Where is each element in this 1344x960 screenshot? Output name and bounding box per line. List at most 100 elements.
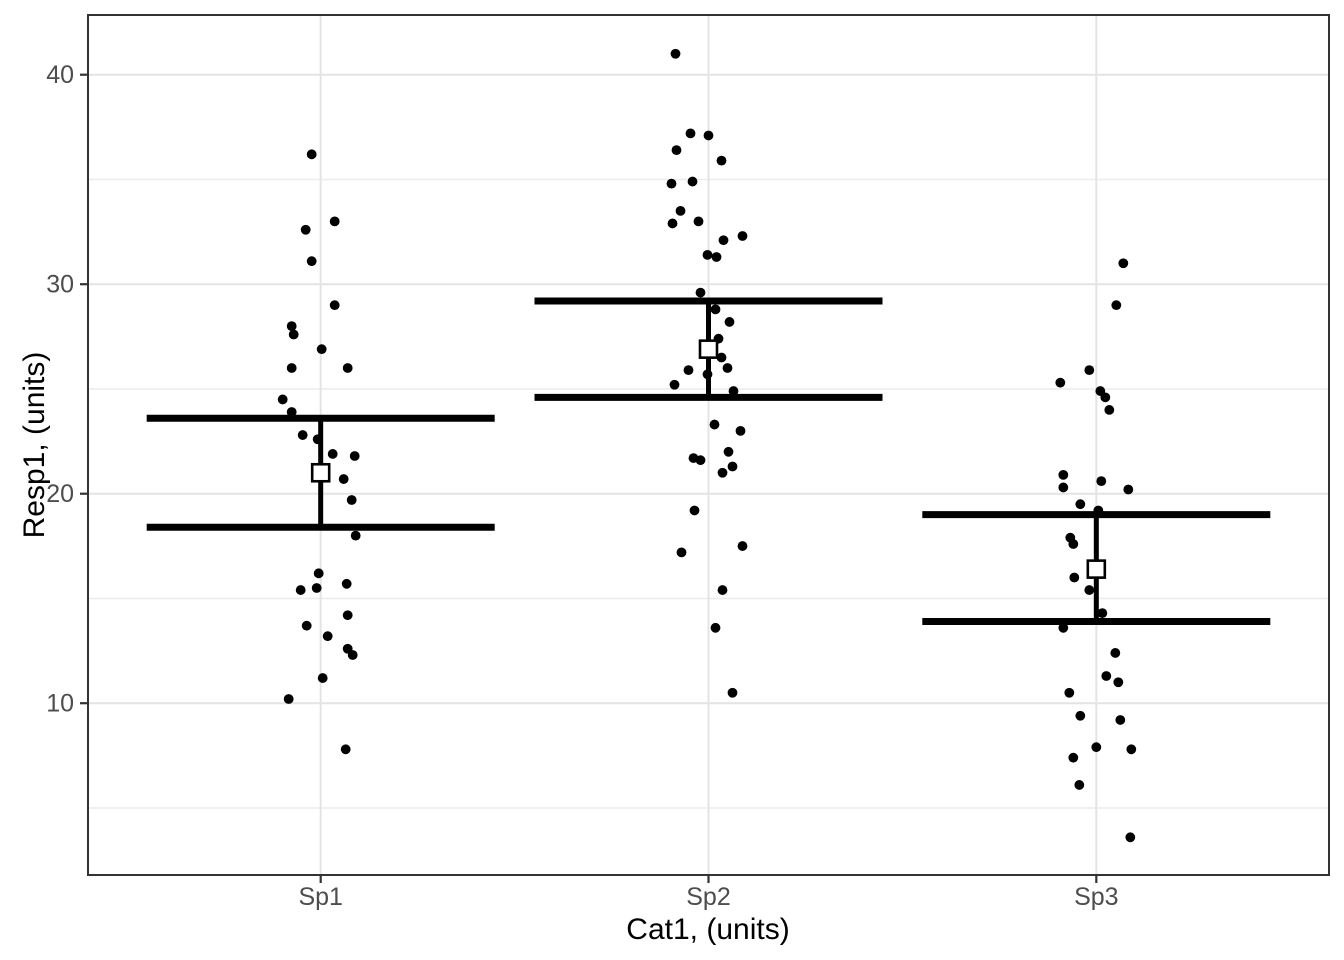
jitter-point — [277, 394, 288, 405]
jitter-point — [695, 455, 706, 466]
jitter-point — [716, 352, 727, 363]
y-tick-label: 10 — [46, 690, 74, 718]
jitter-point — [288, 329, 299, 340]
jitter-point — [722, 363, 733, 373]
jitter-point — [342, 610, 353, 621]
jitter-point — [716, 155, 727, 166]
mean-square — [698, 339, 719, 359]
jitter-point — [342, 363, 353, 373]
jitter-point — [710, 304, 721, 315]
jitter-point — [317, 673, 328, 683]
jitter-point — [327, 449, 338, 459]
jitter-point — [1084, 365, 1095, 376]
jitter-point — [735, 425, 746, 436]
jitter-point — [711, 252, 722, 262]
y-tick-label: 40 — [46, 61, 74, 89]
jitter-point — [737, 541, 748, 551]
jitter-point — [283, 694, 294, 704]
jitter-point — [717, 585, 728, 595]
jitter-point — [322, 631, 333, 642]
jitter-point — [1058, 622, 1069, 633]
jitter-point — [1111, 300, 1122, 311]
jitter-point — [670, 48, 681, 59]
mean-square — [310, 462, 331, 483]
x-tick-label: Sp3 — [1074, 883, 1118, 911]
jitter-point — [671, 145, 682, 156]
jitter-point — [710, 622, 721, 633]
jitter-point — [1123, 484, 1134, 495]
x-axis-title: Cat1, (units) — [626, 913, 790, 946]
jitter-point — [301, 620, 312, 631]
jitter-point — [329, 300, 340, 311]
y-axis-title: Resp1, (units) — [18, 351, 51, 539]
jitter-point — [676, 547, 687, 558]
mean-square — [1086, 559, 1107, 579]
jitter-point — [311, 583, 322, 593]
jitter-point — [340, 744, 351, 755]
jitter-point — [297, 430, 308, 440]
jitter-point — [685, 128, 696, 139]
jitter-point — [683, 365, 694, 376]
jitter-point — [702, 249, 713, 260]
jitter-point — [295, 585, 306, 595]
jitter-point — [1118, 258, 1129, 269]
jitter-point — [1058, 482, 1069, 493]
jitter-point — [727, 461, 738, 472]
jitter-point — [346, 495, 357, 505]
x-tick-label: Sp1 — [298, 883, 342, 911]
jitter-point — [1126, 744, 1137, 755]
jitter-point — [350, 530, 361, 541]
jitter-point — [1064, 687, 1075, 698]
jitter-point — [689, 505, 700, 516]
jitter-point — [1100, 392, 1111, 403]
jitter-point — [341, 578, 352, 589]
jitter-point — [723, 446, 734, 457]
jitter-point — [724, 317, 735, 327]
jitter-point — [695, 287, 706, 298]
jitter-point — [687, 176, 698, 187]
jitter-point — [1113, 677, 1124, 688]
jitter-point — [316, 344, 327, 355]
jitter-point — [727, 687, 738, 698]
jitter-point — [329, 216, 340, 227]
jitter-point — [1075, 499, 1086, 510]
jitter-point — [306, 256, 317, 267]
jitter-point — [347, 650, 358, 660]
jitter-point — [1115, 715, 1126, 725]
jitter-point — [728, 386, 739, 396]
jitter-point — [1074, 780, 1085, 790]
jitter-point — [1068, 752, 1079, 763]
jitter-point — [1068, 539, 1079, 549]
jitter-point — [1091, 742, 1102, 753]
jitter-point — [737, 231, 748, 241]
y-tick-label: 20 — [46, 480, 74, 508]
jitter-point — [286, 407, 297, 417]
jitter-point — [286, 363, 297, 373]
jitter-point — [675, 205, 686, 216]
jitter-point — [1110, 648, 1121, 658]
jitter-point — [1096, 476, 1107, 487]
jitter-point — [313, 568, 324, 579]
jitter-point — [1075, 710, 1086, 721]
jitter-point — [666, 178, 677, 189]
jitter-point — [1097, 608, 1108, 619]
jitter-point — [693, 216, 704, 227]
y-tick-label: 30 — [46, 271, 74, 299]
jitter-point — [709, 419, 720, 430]
jitter-point — [300, 224, 311, 235]
x-tick-label: Sp2 — [686, 883, 730, 911]
jitter-point — [669, 379, 680, 390]
jitter-point — [349, 451, 360, 461]
jitter-point — [338, 474, 349, 484]
jitter-point — [1101, 671, 1112, 681]
jitter-point — [306, 149, 317, 160]
jitter-point — [1069, 572, 1080, 583]
jitter-point — [1055, 377, 1066, 388]
jitter-point — [286, 321, 297, 332]
jitter-point — [667, 218, 678, 229]
jitter-point — [1058, 469, 1069, 480]
jitter-point — [718, 235, 729, 246]
jitter-point — [1084, 585, 1095, 595]
